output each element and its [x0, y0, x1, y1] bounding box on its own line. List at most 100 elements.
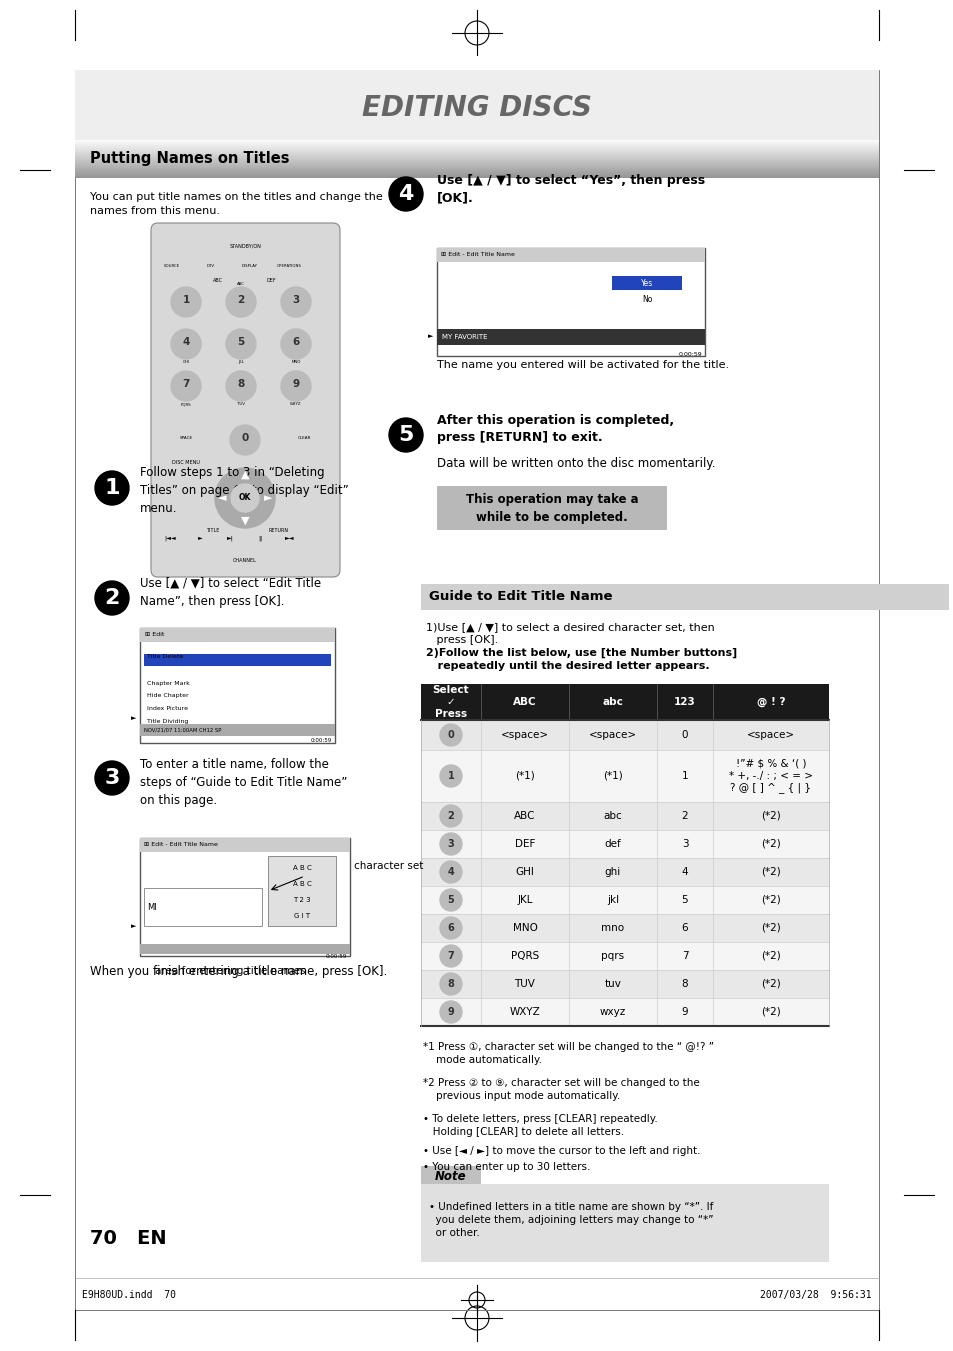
Circle shape	[389, 417, 422, 453]
Text: 70   EN: 70 EN	[90, 1228, 167, 1247]
Bar	[268, 857, 335, 925]
Bar	[420, 720, 828, 750]
Text: 1: 1	[447, 771, 454, 781]
Text: OPERATIONS: OPERATIONS	[276, 263, 301, 267]
Text: ⊞ Edit - Edit Title Name: ⊞ Edit - Edit Title Name	[440, 253, 515, 258]
Text: ⊞ Edit: ⊞ Edit	[145, 632, 164, 638]
Text: PQRS: PQRS	[180, 403, 192, 407]
Text: Title Dividing: Title Dividing	[147, 720, 188, 724]
Circle shape	[439, 861, 461, 884]
Bar	[420, 998, 828, 1025]
Text: <space>: <space>	[746, 730, 794, 740]
Text: TITLE: TITLE	[206, 527, 219, 532]
Text: 4: 4	[182, 336, 190, 347]
Text: 6: 6	[292, 336, 299, 347]
Circle shape	[439, 944, 461, 967]
Bar	[420, 970, 828, 998]
Circle shape	[439, 724, 461, 746]
Circle shape	[439, 973, 461, 994]
Text: (*2): (*2)	[760, 1006, 781, 1017]
Text: RETURN: RETURN	[269, 527, 289, 532]
Text: 8: 8	[447, 979, 454, 989]
Text: ghi: ghi	[604, 867, 620, 877]
Text: @ ! ?: @ ! ?	[756, 697, 784, 707]
Text: WXYZ: WXYZ	[290, 403, 301, 407]
Bar	[140, 838, 350, 852]
Text: ABC: ABC	[236, 282, 245, 286]
Text: When you finish entering a title name, press [OK].: When you finish entering a title name, p…	[90, 966, 387, 978]
Circle shape	[281, 330, 311, 359]
Text: 8: 8	[237, 380, 244, 389]
Text: NOV/21/07 11:00AM CH12 SP: NOV/21/07 11:00AM CH12 SP	[144, 727, 221, 732]
Text: 0: 0	[447, 730, 454, 740]
Text: TUV: TUV	[514, 979, 535, 989]
Text: 5: 5	[681, 894, 688, 905]
Text: Edit Title Name: Edit Title Name	[147, 667, 195, 673]
Bar	[420, 830, 828, 858]
Text: (*2): (*2)	[760, 867, 781, 877]
Text: SOURCE: SOURCE	[164, 263, 180, 267]
Text: JKL: JKL	[517, 894, 532, 905]
Text: (*1): (*1)	[515, 771, 535, 781]
Text: 9: 9	[293, 380, 299, 389]
Bar	[612, 276, 681, 290]
Text: ►: ►	[131, 715, 136, 721]
Bar	[420, 1183, 828, 1262]
Text: !”# $ % & ‘( )
* +, -./ : ; < = >
? @ [ ] ^ _ { | }: !”# $ % & ‘( ) * +, -./ : ; < = > ? @ [ …	[728, 759, 812, 793]
Text: The name you entered will be activated for the title.: The name you entered will be activated f…	[436, 359, 728, 370]
Text: GHI: GHI	[515, 867, 534, 877]
Bar	[420, 858, 828, 886]
Bar	[436, 330, 704, 345]
Bar	[140, 628, 335, 743]
Text: 1: 1	[104, 478, 120, 499]
Bar	[420, 1166, 480, 1183]
Text: 1: 1	[182, 295, 190, 305]
Text: MNO: MNO	[291, 359, 300, 363]
Text: EDITING DISCS: EDITING DISCS	[361, 95, 592, 122]
Circle shape	[439, 765, 461, 788]
Circle shape	[439, 889, 461, 911]
Text: PQRS: PQRS	[511, 951, 538, 961]
Text: 1: 1	[681, 771, 688, 781]
Text: • Undefined letters in a title name are shown by “*”. If
  you delete them, adjo: • Undefined letters in a title name are …	[429, 1202, 713, 1239]
Text: T 2 3: T 2 3	[293, 897, 311, 902]
Text: • You can enter up to 30 letters.: • You can enter up to 30 letters.	[422, 1162, 590, 1173]
Text: 7: 7	[182, 380, 190, 389]
Text: ||: ||	[257, 535, 262, 540]
Bar	[140, 724, 335, 736]
Text: CLEAR: CLEAR	[298, 436, 312, 440]
Text: E9H80UD.indd  70: E9H80UD.indd 70	[82, 1290, 175, 1300]
Circle shape	[439, 917, 461, 939]
Circle shape	[439, 834, 461, 855]
Bar	[144, 888, 262, 925]
Circle shape	[226, 330, 255, 359]
Text: abc: abc	[602, 697, 622, 707]
Text: 3: 3	[447, 839, 454, 848]
Text: 7: 7	[681, 951, 688, 961]
Text: Guide to Edit Title Name: Guide to Edit Title Name	[429, 590, 612, 604]
Text: Use [▲ / ▼] to select “Edit Title
Name”, then press [OK].: Use [▲ / ▼] to select “Edit Title Name”,…	[140, 577, 321, 608]
Text: TUV: TUV	[236, 403, 245, 407]
Circle shape	[230, 426, 260, 455]
Text: Select
✓
Press: Select ✓ Press	[433, 685, 469, 719]
FancyBboxPatch shape	[151, 223, 339, 577]
Text: tuv: tuv	[604, 979, 620, 989]
Text: ▲: ▲	[240, 470, 249, 480]
Bar	[420, 942, 828, 970]
Text: Note: Note	[435, 1170, 466, 1182]
Text: MI: MI	[147, 904, 156, 912]
Text: mno: mno	[600, 923, 624, 934]
Text: pqrs: pqrs	[600, 951, 624, 961]
Bar	[420, 684, 828, 720]
Circle shape	[95, 761, 129, 794]
Text: After this operation is completed,
press [RETURN] to exit.: After this operation is completed, press…	[436, 413, 674, 444]
Text: (*2): (*2)	[760, 951, 781, 961]
Text: 7: 7	[447, 951, 454, 961]
Text: 3: 3	[292, 295, 299, 305]
Text: 5: 5	[237, 336, 244, 347]
Text: DISC MENU: DISC MENU	[172, 459, 200, 465]
Text: WXYZ: WXYZ	[509, 1006, 539, 1017]
Bar	[420, 802, 828, 830]
Text: 6: 6	[447, 923, 454, 934]
Text: STANDBY/ON: STANDBY/ON	[230, 243, 261, 249]
